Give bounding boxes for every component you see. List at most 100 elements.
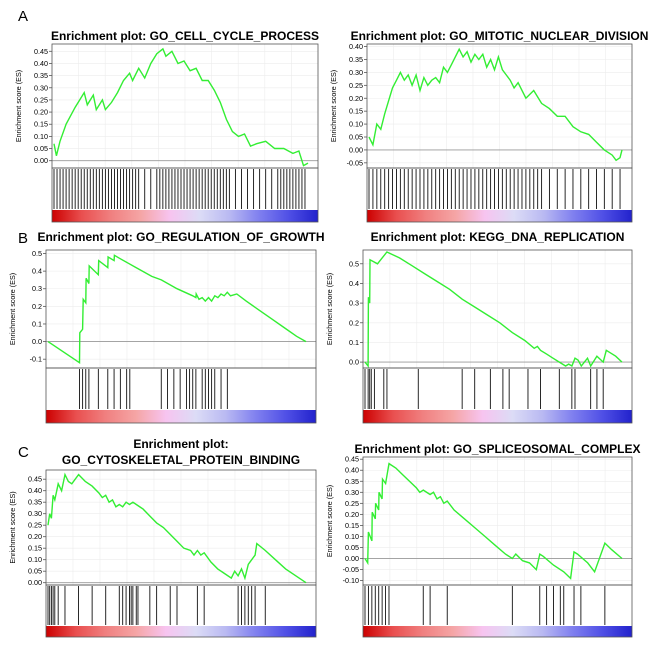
- y-tick-label: 0.30: [34, 83, 48, 92]
- y-tick-label: 0.00: [349, 145, 363, 154]
- y-tick-label: 0.30: [28, 509, 42, 518]
- y-tick-label: 0.35: [345, 477, 359, 486]
- y-tick-label: 0.10: [28, 555, 42, 564]
- y-tick-label: -0.05: [343, 565, 359, 574]
- y-tick-label: 0.35: [34, 71, 48, 80]
- enrichment-plots: Enrichment plot: GO_CELL_CYCLE_PROCESS 0.…: [8, 29, 649, 638]
- y-tick-label: 0.15: [349, 107, 363, 116]
- y-tick-label: -0.05: [347, 158, 363, 167]
- y-tick-label: 0.00: [345, 554, 359, 563]
- panel-letter-c: C: [18, 444, 29, 461]
- y-tick-label: 0.2: [32, 302, 42, 311]
- y-tick-label: 0.15: [28, 544, 42, 553]
- y-tick-label: 0.5: [349, 259, 359, 268]
- chart-1: Enrichment plot: GO_CELL_CYCLE_PROCESS 0.…: [14, 29, 319, 223]
- y-tick-label: 0.00: [28, 578, 42, 587]
- ranking-bar: [363, 410, 632, 423]
- y-tick-label: 0.1: [349, 338, 359, 347]
- y-tick-label: 0.5: [32, 249, 42, 258]
- chart-title: Enrichment plot: GO_SPLICEOSOMAL_COMPLEX: [354, 442, 640, 456]
- ranking-bar: [367, 210, 632, 222]
- y-tick-label: 0.20: [349, 94, 363, 103]
- y-tick-label: 0.20: [28, 532, 42, 541]
- es-curve: [47, 472, 307, 584]
- strip-frame: [362, 584, 633, 638]
- ranking-bar: [46, 626, 316, 637]
- y-tick-label: 0.20: [345, 510, 359, 519]
- es-curve: [368, 47, 623, 162]
- y-tick-label: 0.40: [28, 486, 42, 495]
- strip-frame: [366, 167, 633, 223]
- chart-6: Enrichment plot: GO_SPLICEOSOMAL_COMPLEX…: [325, 442, 641, 638]
- y-tick-label: 0.10: [345, 532, 359, 541]
- chart-5: Enrichment plot: GO_CYTOSKELETAL_PROTEIN_…: [8, 437, 317, 638]
- es-curve: [53, 47, 309, 167]
- y-tick-label: 0.05: [28, 567, 42, 576]
- ranking-bar: [52, 210, 318, 222]
- y-tick-label: 0.35: [349, 55, 363, 64]
- y-tick-label: 0.0: [349, 358, 359, 367]
- y-tick-label: 0.25: [349, 81, 363, 90]
- chart-title: GO_CYTOSKELETAL_PROTEIN_BINDING: [62, 453, 300, 467]
- y-tick-label: 0.4: [349, 279, 359, 288]
- y-tick-label: 0.3: [32, 284, 42, 293]
- chart-4: Enrichment plot: KEGG_DNA_REPLICATION 0.0…: [325, 230, 633, 424]
- chart-title: Enrichment plot: GO_CELL_CYCLE_PROCESS: [51, 29, 319, 43]
- y-axis-label: Enrichment score (ES): [325, 273, 334, 345]
- es-curve: [47, 254, 307, 365]
- y-tick-label: 0.30: [345, 488, 359, 497]
- y-tick-label: 0.45: [345, 455, 359, 464]
- y-tick-label: 0.30: [349, 68, 363, 77]
- strip-frame: [45, 367, 317, 424]
- ranking-bar: [363, 626, 632, 637]
- y-tick-label: 0.05: [345, 543, 359, 552]
- es-curve: [364, 462, 623, 580]
- y-tick-label: 0.25: [345, 499, 359, 508]
- strip-frame: [51, 167, 319, 223]
- y-tick-label: -0.1: [30, 355, 42, 364]
- y-axis-label: Enrichment score (ES): [14, 70, 23, 142]
- y-tick-label: -0.10: [343, 576, 359, 585]
- y-tick-label: 0.40: [345, 466, 359, 475]
- y-tick-label: 0.00: [34, 156, 48, 165]
- y-axis-label: Enrichment score (ES): [8, 491, 17, 563]
- y-tick-label: 0.25: [28, 521, 42, 530]
- hit-strip: [367, 168, 632, 210]
- es-curve: [364, 251, 623, 368]
- chart-title: Enrichment plot: GO_MITOTIC_NUCLEAR_DIVI…: [351, 29, 649, 43]
- y-tick-label: 0.05: [349, 133, 363, 142]
- y-tick-label: 0.40: [34, 59, 48, 68]
- ranking-bar: [46, 410, 316, 423]
- y-tick-label: 0.35: [28, 498, 42, 507]
- y-tick-label: 0.1: [32, 319, 42, 328]
- strip-frame: [362, 367, 633, 424]
- y-tick-label: 0.20: [34, 108, 48, 117]
- y-tick-label: 0.4: [32, 267, 42, 276]
- y-tick-label: 0.15: [34, 120, 48, 129]
- y-tick-label: 0.05: [34, 144, 48, 153]
- hit-strip: [46, 368, 316, 410]
- y-axis-label: Enrichment score (ES): [329, 70, 338, 142]
- chart-2: Enrichment plot: GO_MITOTIC_NUCLEAR_DIVI…: [329, 29, 649, 223]
- y-tick-label: 0.10: [349, 120, 363, 129]
- strip-frame: [45, 584, 317, 638]
- panel-letter-a: A: [18, 8, 28, 25]
- y-tick-label: 0.25: [34, 95, 48, 104]
- y-tick-label: 0.15: [345, 521, 359, 530]
- y-tick-label: 0.0: [32, 337, 42, 346]
- chart-3: Enrichment plot: GO_REGULATION_OF_GROWTH…: [8, 230, 325, 424]
- chart-title: Enrichment plot:: [133, 437, 228, 451]
- hit-strip: [363, 368, 632, 410]
- chart-title: Enrichment plot: GO_REGULATION_OF_GROWTH: [37, 230, 324, 244]
- y-tick-label: 0.3: [349, 299, 359, 308]
- y-axis-label: Enrichment score (ES): [8, 273, 17, 345]
- panel-letter-b: B: [18, 230, 28, 247]
- y-tick-label: 0.10: [34, 132, 48, 141]
- y-tick-label: 0.2: [349, 318, 359, 327]
- hit-strip: [46, 585, 316, 626]
- y-axis-label: Enrichment score (ES): [325, 485, 334, 557]
- y-tick-label: 0.40: [349, 42, 363, 51]
- chart-title: Enrichment plot: KEGG_DNA_REPLICATION: [371, 230, 625, 244]
- y-tick-label: 0.45: [28, 475, 42, 484]
